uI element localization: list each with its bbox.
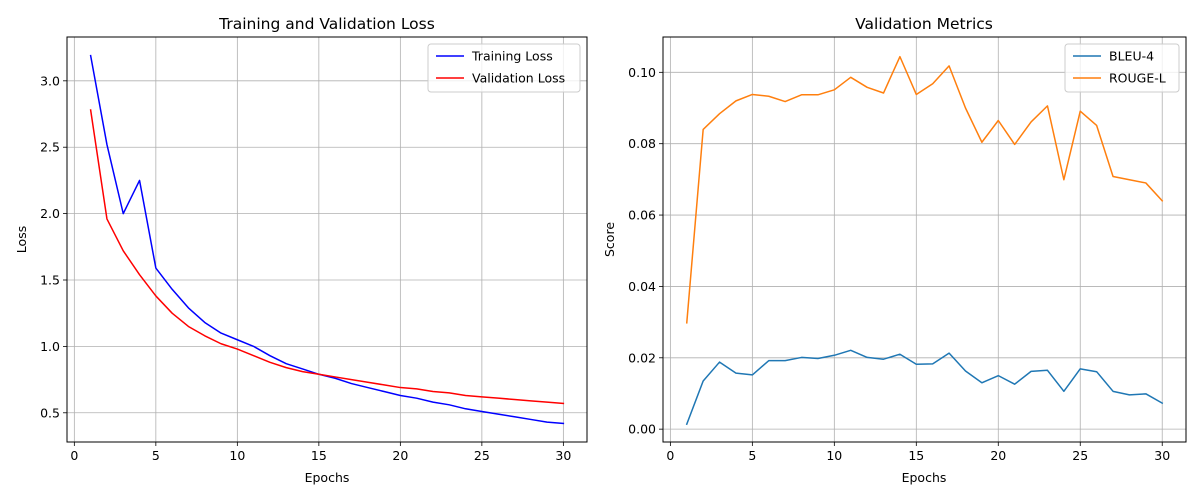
- loss-chart-ticks: 0 5 10 15 20 25 30 0.5 1.0 1.5 2.0 2.5 3.0: [40, 73, 571, 463]
- series-line-bleu-4: [685, 349, 1164, 426]
- x-tick-label: 30: [1154, 448, 1170, 463]
- metrics-chart-series: [685, 55, 1164, 426]
- y-tick-label: 2.0: [40, 206, 60, 221]
- y-tick-label: 0.5: [40, 405, 60, 420]
- x-tick-label: 5: [152, 448, 160, 463]
- y-tick-label: 1.0: [40, 339, 60, 354]
- loss-chart-frame: [66, 36, 588, 443]
- legend-label-validation-loss: Validation Loss: [472, 71, 565, 86]
- loss-chart: Training and Validation Loss 0 5 10 15 20 25 3…: [14, 15, 588, 485]
- y-tick-label: 2.5: [40, 140, 60, 155]
- x-tick-label: 30: [555, 448, 571, 463]
- metrics-chart-ticks: 0 5 10 15 20 25 30 0.00 0.02 0.04 0.06 0.08 0.10: [628, 65, 1170, 463]
- x-tick-label: 0: [70, 448, 78, 463]
- y-tick-label: 0.08: [628, 136, 656, 151]
- loss-chart-legend: Training Loss Validation Loss: [427, 43, 581, 93]
- x-tick-label: 20: [990, 448, 1006, 463]
- metrics-chart-xlabel: Epochs: [902, 470, 947, 485]
- metrics-chart-title: Validation Metrics: [855, 15, 993, 33]
- metrics-chart-frame: [662, 36, 1187, 443]
- metrics-chart-ylabel: Score: [602, 222, 617, 257]
- loss-chart-ylabel: Loss: [14, 226, 29, 253]
- y-tick-label: 0.06: [628, 208, 656, 223]
- y-tick-label: 3.0: [40, 73, 60, 88]
- x-tick-label: 5: [748, 448, 756, 463]
- y-tick-label: 0.02: [628, 350, 656, 365]
- loss-chart-title: Training and Validation Loss: [218, 15, 435, 33]
- x-tick-label: 20: [392, 448, 408, 463]
- x-tick-label: 10: [826, 448, 842, 463]
- x-tick-label: 0: [666, 448, 674, 463]
- legend-label-training-loss: Training Loss: [471, 49, 553, 64]
- loss-legend-box: [427, 43, 581, 93]
- y-tick-label: 0.00: [628, 422, 656, 437]
- metrics-chart-legend: BLEU-4 ROUGE-L: [1064, 43, 1180, 93]
- metrics-chart: Validation Metrics 0 5 10 15 20 25 300.000.020…: [602, 15, 1187, 485]
- legend-label-rouge-l: ROUGE-L: [1109, 71, 1166, 86]
- series-line-rouge-l: [685, 55, 1164, 324]
- x-tick-label: 15: [311, 448, 327, 463]
- x-tick-label: 15: [908, 448, 924, 463]
- loss-chart-xlabel: Epochs: [305, 470, 350, 485]
- x-tick-label: 10: [229, 448, 245, 463]
- y-tick-label: 0.10: [628, 65, 656, 80]
- y-tick-label: 0.04: [628, 279, 656, 294]
- metrics-chart-grid: [663, 37, 1186, 442]
- series-line-validation-loss: [89, 109, 565, 405]
- loss-chart-series: [89, 54, 565, 425]
- y-tick-label: 1.5: [40, 273, 60, 288]
- x-tick-label: 25: [474, 448, 490, 463]
- legend-label-bleu-4: BLEU-4: [1109, 49, 1154, 64]
- x-tick-label: 25: [1072, 448, 1088, 463]
